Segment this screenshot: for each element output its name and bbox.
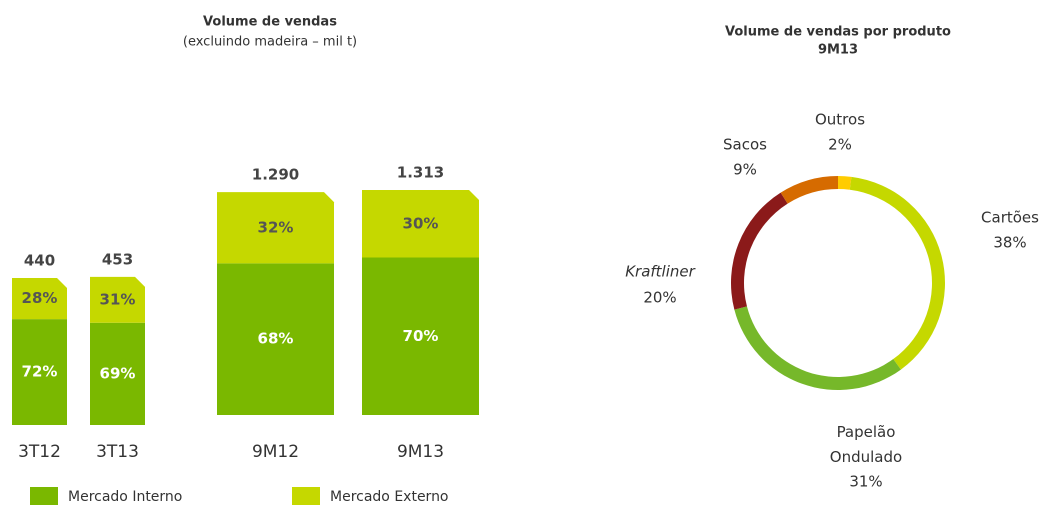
bar-segment — [12, 278, 67, 320]
bar-segment — [217, 192, 334, 264]
total-label: 440 — [24, 252, 55, 270]
slice-label: Outros — [815, 111, 865, 129]
value-label: 30% — [403, 214, 439, 232]
bar-segment — [362, 257, 479, 415]
slice-label: Papelão Ondulado — [830, 423, 902, 466]
total-label: 1.290 — [252, 166, 299, 184]
donut-slice — [734, 306, 901, 390]
value-label: 69% — [100, 364, 136, 382]
chart-subtitle: 9M13 — [818, 43, 858, 58]
total-label: 1.313 — [397, 164, 444, 182]
slice-value: 2% — [828, 136, 852, 154]
bar-segment — [217, 263, 334, 415]
legend-swatch — [292, 487, 320, 505]
total-label: 453 — [102, 250, 133, 268]
bar-segment — [12, 319, 67, 425]
bar-segment — [90, 276, 145, 323]
slice-value: 31% — [849, 473, 882, 491]
legend-swatch — [30, 487, 58, 505]
value-label: 70% — [403, 327, 439, 345]
slice-value: 38% — [993, 234, 1026, 252]
value-label: 68% — [258, 330, 294, 348]
donut-slice — [838, 176, 852, 190]
donut-slice — [849, 176, 945, 370]
bar-segment — [90, 322, 145, 425]
slice-label: Sacos — [723, 136, 767, 154]
chart-subtitle: (excluindo madeira – mil t) — [183, 35, 357, 50]
value-label: 28% — [22, 289, 58, 307]
chart-title: Volume de vendas — [203, 15, 337, 30]
slice-label: Cartões — [981, 209, 1039, 227]
x-tick-label: 3T13 — [96, 442, 139, 462]
x-tick-label: 3T12 — [18, 442, 61, 462]
donut-slice — [730, 192, 788, 310]
legend-label: Mercado Interno — [68, 489, 182, 505]
x-tick-label: 9M12 — [252, 442, 299, 462]
slice-value: 20% — [643, 289, 676, 307]
legend-label: Mercado Externo — [330, 489, 449, 505]
bar-segment — [362, 190, 479, 258]
slice-value: 9% — [733, 161, 757, 179]
chart-title: Volume de vendas por produto — [725, 25, 951, 40]
value-label: 31% — [100, 290, 136, 308]
slice-label: Kraftliner — [625, 263, 695, 281]
x-tick-label: 9M13 — [397, 442, 444, 462]
donut-slice — [780, 176, 838, 204]
value-label: 32% — [258, 218, 294, 236]
value-label: 72% — [22, 363, 58, 381]
